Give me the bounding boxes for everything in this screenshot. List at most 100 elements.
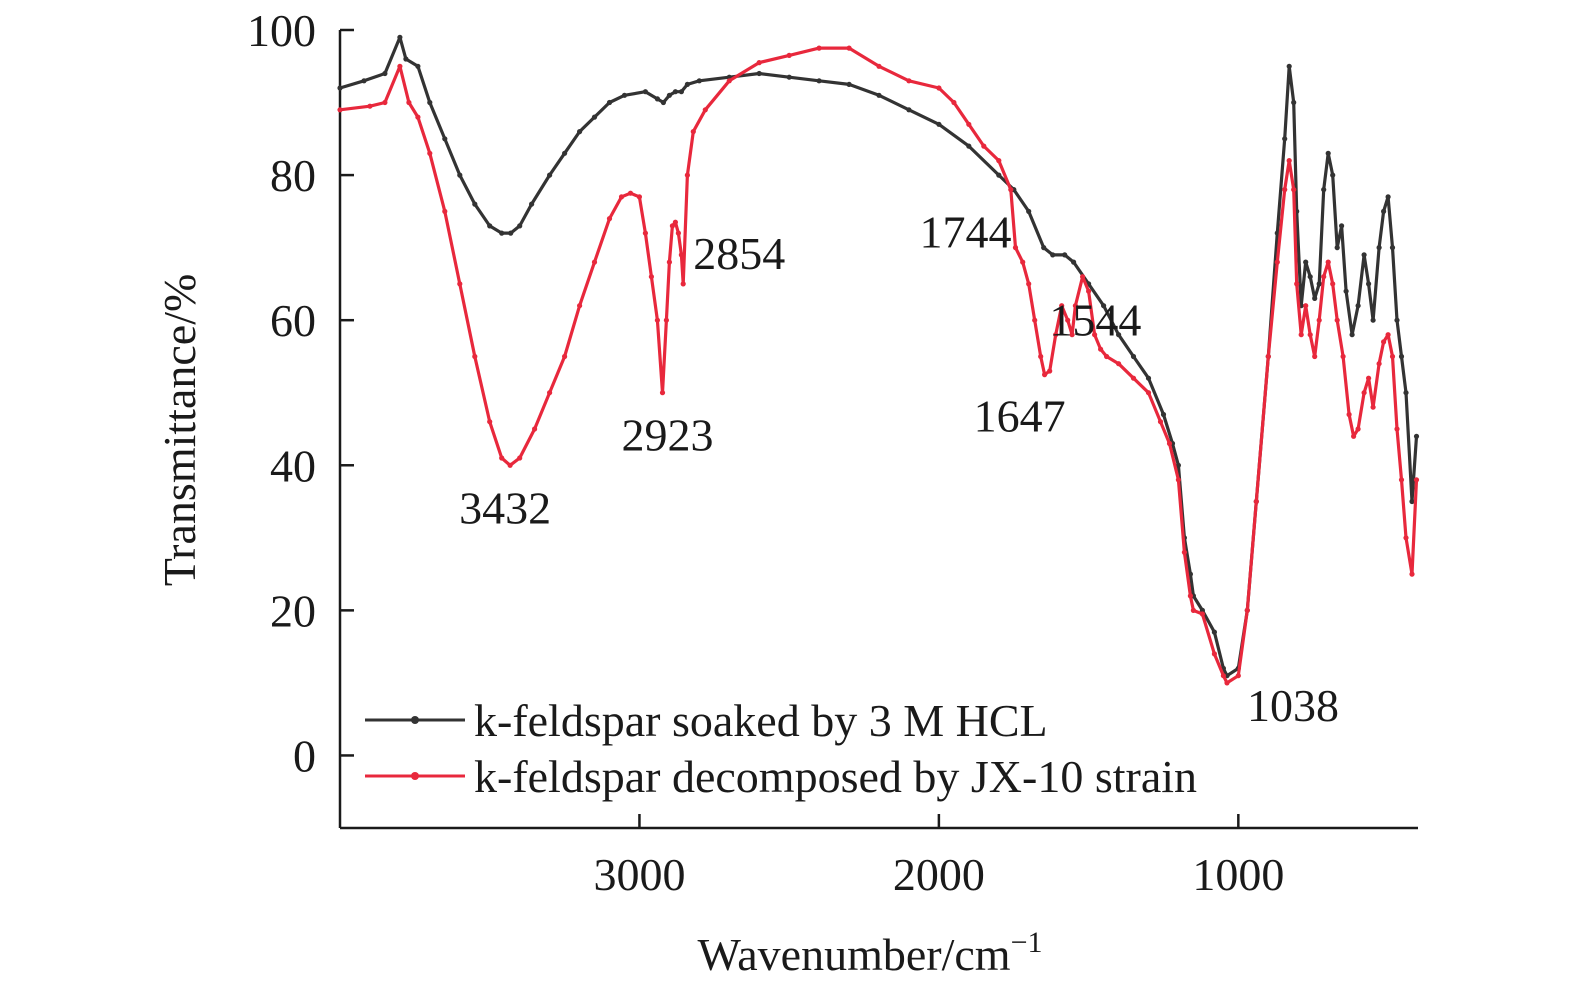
data-point bbox=[1409, 571, 1415, 577]
data-point bbox=[1253, 498, 1259, 505]
data-point bbox=[666, 259, 673, 265]
series-line bbox=[339, 35, 1419, 678]
legend-marker-hcl bbox=[411, 716, 419, 724]
data-point bbox=[562, 150, 568, 156]
data-point bbox=[1303, 259, 1309, 265]
data-point bbox=[1403, 390, 1409, 396]
data-point bbox=[672, 89, 679, 95]
data-point bbox=[678, 89, 685, 95]
data-point bbox=[1116, 332, 1122, 338]
data-point bbox=[1026, 208, 1032, 214]
x-axis-title-superscript: −1 bbox=[1011, 926, 1043, 959]
data-point bbox=[487, 419, 493, 425]
data-point bbox=[1053, 332, 1059, 338]
y-tick-label: 60 bbox=[270, 295, 316, 346]
data-point bbox=[1042, 372, 1048, 378]
x-ticks: 3000 2000 1000 bbox=[593, 814, 1284, 900]
data-point bbox=[1080, 274, 1086, 280]
data-point bbox=[1211, 629, 1217, 635]
data-point bbox=[654, 96, 661, 102]
data-point bbox=[1224, 680, 1230, 686]
data-point bbox=[1361, 252, 1367, 258]
data-point bbox=[1041, 245, 1047, 251]
data-point bbox=[666, 92, 673, 98]
data-point bbox=[1160, 411, 1167, 418]
data-point bbox=[846, 45, 852, 51]
data-point bbox=[846, 81, 852, 87]
data-point bbox=[382, 99, 388, 106]
data-point bbox=[1361, 390, 1367, 396]
data-point bbox=[1038, 353, 1044, 360]
series-hcl bbox=[337, 34, 1420, 679]
data-point bbox=[1104, 353, 1110, 360]
data-point bbox=[1385, 194, 1391, 200]
peak-label: 2923 bbox=[622, 410, 714, 461]
data-point bbox=[756, 70, 762, 77]
data-point bbox=[1008, 187, 1014, 193]
data-point bbox=[1181, 549, 1187, 555]
data-point bbox=[1199, 611, 1205, 617]
data-point bbox=[499, 455, 505, 461]
data-point bbox=[1244, 607, 1250, 614]
data-point bbox=[1166, 440, 1173, 447]
data-point bbox=[675, 230, 682, 236]
data-point bbox=[1199, 607, 1205, 614]
data-point bbox=[1145, 390, 1152, 396]
data-point bbox=[1370, 404, 1376, 410]
data-point bbox=[684, 81, 691, 87]
y-tick-label: 100 bbox=[247, 5, 316, 56]
data-point bbox=[442, 136, 448, 142]
y-tick-label: 20 bbox=[270, 585, 316, 636]
x-tick-label: 3000 bbox=[593, 849, 685, 900]
data-point bbox=[577, 129, 583, 135]
data-point bbox=[577, 303, 583, 309]
data-point bbox=[1307, 274, 1313, 280]
data-point bbox=[1398, 353, 1405, 360]
data-point bbox=[529, 201, 535, 207]
peak-label: 1744 bbox=[920, 207, 1012, 258]
data-point bbox=[1312, 295, 1318, 301]
data-point bbox=[427, 150, 433, 156]
legend-item-jx10: k-feldspar decomposed by JX-10 strain bbox=[365, 751, 1197, 802]
data-point bbox=[1175, 477, 1181, 483]
y-axis-title: Transmittance/% bbox=[154, 274, 205, 587]
data-point bbox=[1050, 252, 1056, 258]
data-point bbox=[1145, 375, 1152, 381]
x-tick-label: 1000 bbox=[1192, 849, 1284, 900]
legend-label-jx10: k-feldspar decomposed by JX-10 strain bbox=[474, 751, 1197, 802]
data-point bbox=[1340, 353, 1346, 360]
data-point bbox=[621, 92, 628, 98]
data-point bbox=[642, 230, 649, 236]
y-ticks: 0 20 40 60 80 100 bbox=[247, 5, 354, 781]
data-point bbox=[1366, 281, 1372, 287]
data-point bbox=[1355, 426, 1361, 432]
data-point bbox=[1413, 477, 1420, 483]
data-point bbox=[1282, 187, 1288, 193]
data-point bbox=[1235, 673, 1241, 679]
data-point bbox=[1389, 245, 1396, 251]
data-point bbox=[1394, 426, 1400, 432]
data-point bbox=[457, 172, 463, 178]
data-point bbox=[1394, 317, 1400, 323]
data-point bbox=[507, 462, 513, 468]
data-point bbox=[684, 172, 691, 178]
data-point bbox=[1381, 339, 1387, 345]
data-point bbox=[397, 63, 403, 69]
data-point bbox=[361, 78, 367, 84]
data-point bbox=[1349, 332, 1355, 338]
legend: k-feldspar soaked by 3 M HCL k-feldspar … bbox=[365, 695, 1197, 802]
data-point bbox=[397, 34, 403, 40]
data-point bbox=[1294, 281, 1300, 287]
peak-label: 2854 bbox=[693, 228, 785, 279]
x-tick-label: 2000 bbox=[893, 849, 985, 900]
data-point bbox=[1321, 274, 1327, 280]
data-point bbox=[726, 78, 732, 84]
data-point bbox=[1071, 259, 1077, 265]
data-point bbox=[415, 63, 421, 69]
data-point bbox=[659, 390, 666, 396]
data-point bbox=[660, 99, 667, 106]
data-point bbox=[1291, 187, 1297, 193]
data-point bbox=[1409, 498, 1415, 505]
data-point bbox=[696, 78, 702, 84]
y-tick-label: 40 bbox=[270, 440, 316, 491]
